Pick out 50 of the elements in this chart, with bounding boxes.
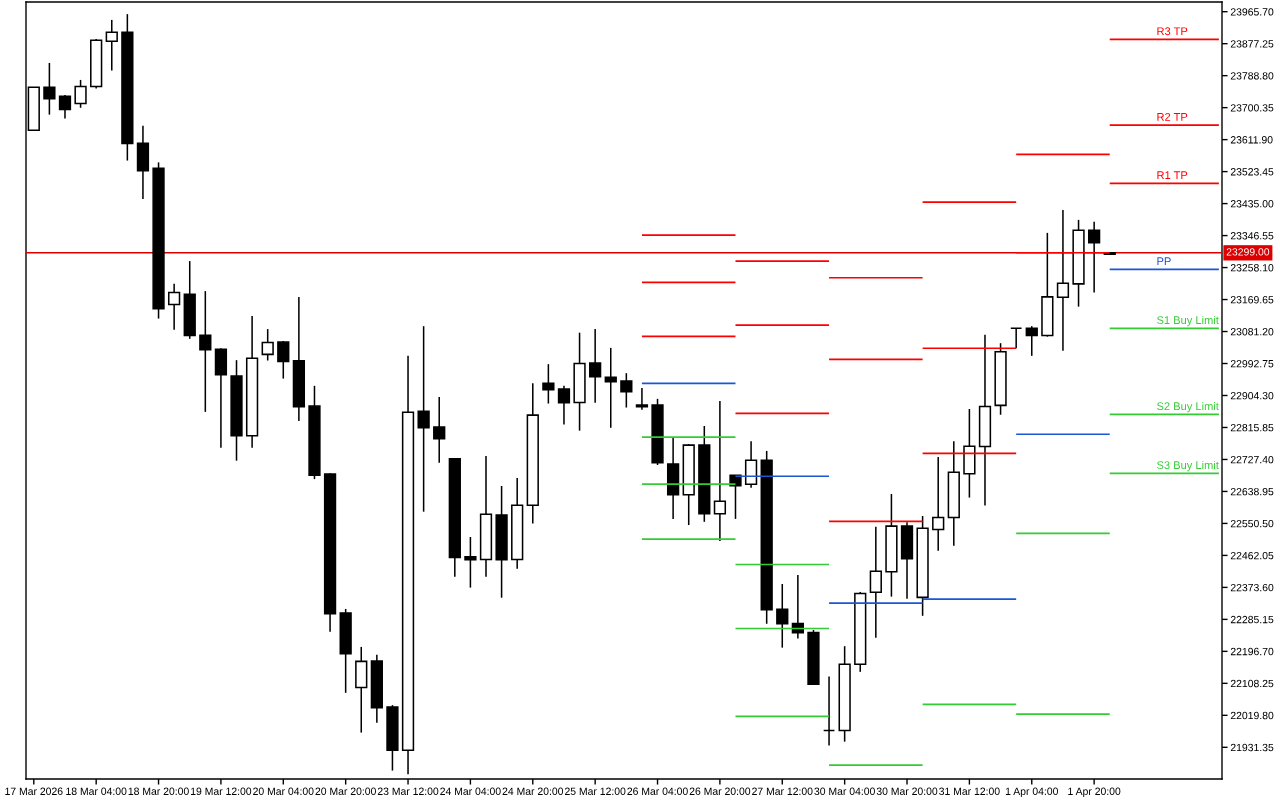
y-tick-label: 22815.85: [1230, 423, 1274, 432]
y-tick-label: 22727.40: [1230, 455, 1274, 464]
x-tick-label: 20 Mar 04:00: [253, 787, 314, 795]
y-tick-label: 23081.20: [1230, 328, 1274, 336]
y-tick-label: 22638.95: [1230, 487, 1274, 496]
x-tick-label: 26 Mar 04:00: [627, 787, 688, 795]
x-tick-label: 31 Mar 12:00: [939, 787, 1000, 795]
y-tick-label: 23258.10: [1230, 264, 1274, 272]
y-tick-label: 22992.75: [1230, 360, 1274, 368]
x-tick-label: 1 Apr 04:00: [1005, 787, 1058, 798]
y-tick-label: 23523.45: [1230, 168, 1274, 176]
y-tick-label: 23346.55: [1230, 232, 1274, 240]
ref-line-label: 23299.00: [1226, 248, 1270, 256]
x-tick-label: 18 Mar 04:00: [66, 787, 127, 795]
y-tick-label: 23435.00: [1230, 200, 1274, 208]
y-tick-label: 23965.70: [1230, 8, 1274, 16]
x-tick-label: 27 Mar 12:00: [752, 787, 813, 795]
y-tick-label: 22462.05: [1230, 551, 1274, 560]
x-tick-label: 30 Mar 20:00: [876, 787, 938, 795]
x-tick-label: 24 Mar 04:00: [440, 787, 501, 795]
x-tick-label: 17 Mar 2026: [5, 787, 63, 795]
series-label: S1 Buy Limit: [1157, 315, 1219, 327]
x-tick-label: 30 Mar 04:00: [814, 787, 875, 795]
y-tick-label: 21931.35: [1230, 743, 1274, 752]
y-tick-label: 22373.60: [1230, 583, 1274, 592]
series-label: R2 TP: [1157, 112, 1188, 121]
x-tick-label: 23 Mar 12:00: [377, 787, 439, 795]
series-label: PP: [1157, 257, 1171, 266]
y-tick-label: 23611.90: [1230, 136, 1273, 144]
series-label: S2 Buy Limit: [1157, 401, 1219, 413]
y-tick-label: 22196.70: [1230, 647, 1274, 656]
series-label: R3 TP: [1157, 27, 1188, 36]
y-tick-label: 22019.80: [1230, 711, 1274, 720]
x-tick-label: 19 Mar 12:00: [191, 787, 252, 795]
y-tick-label: 23700.35: [1230, 104, 1274, 112]
x-tick-label: 24 Mar 20:00: [502, 787, 564, 795]
y-tick-label: 22904.30: [1230, 391, 1274, 400]
y-tick-label: 22550.50: [1230, 519, 1274, 528]
series-label: R1 TP: [1157, 171, 1188, 179]
x-tick-label: 20 Mar 20:00: [315, 787, 376, 795]
y-tick-label: 23169.65: [1230, 296, 1274, 304]
series-label: S3 Buy Limit: [1157, 460, 1219, 472]
x-tick-label: 1 Apr 20:00: [1068, 787, 1121, 798]
y-tick-label: 22108.25: [1230, 679, 1274, 688]
y-tick-label: 23788.80: [1230, 72, 1274, 80]
y-tick-label: 23877.25: [1230, 40, 1274, 48]
x-tick-label: 26 Mar 20:00: [689, 787, 751, 795]
x-tick-label: 25 Mar 12:00: [564, 787, 626, 795]
y-tick-label: 22285.15: [1230, 615, 1274, 624]
x-tick-label: 18 Mar 20:00: [128, 787, 189, 795]
